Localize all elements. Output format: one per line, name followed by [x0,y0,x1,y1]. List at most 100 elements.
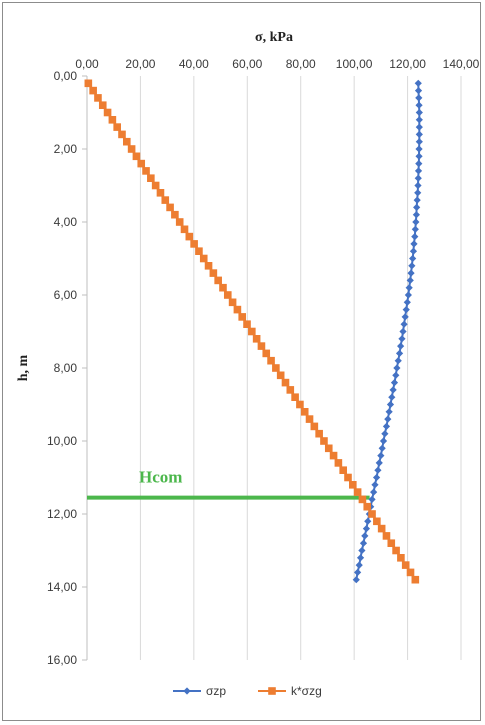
series-point-square [377,524,386,533]
legend-layer: σzp k*σzg [173,684,322,698]
series-point-square [147,174,155,182]
series-point-diamond [397,342,405,350]
series-point-square [118,130,126,139]
series-point-square [291,393,299,401]
x-tick-label: 0,00 [75,57,99,71]
series-point-square [156,189,165,197]
series-point-square [113,123,121,131]
series-point-diamond [414,181,422,190]
series-point-diamond [408,262,416,270]
series-point-diamond [371,481,379,489]
x-tick-label: 20,00 [125,57,155,71]
series-point-diamond [411,233,419,241]
series-point-square [127,145,136,153]
series-point-square [363,502,372,511]
series-point-square [175,218,184,226]
series-point-diamond [415,138,423,146]
series-point-square [142,167,150,175]
series-point-square [286,386,295,394]
series-point-diamond [395,349,404,357]
series-point-square [108,116,117,124]
series-point-diamond [413,196,421,204]
series-point-diamond [385,408,393,416]
series-point-square [349,481,357,489]
series-point-diamond [400,320,408,328]
series-point-square [98,101,107,109]
series-point-diamond [358,546,366,555]
series-point-square [257,342,266,350]
legend-label-1: k*σzg [291,684,322,698]
series-point-diamond [352,576,360,584]
x-tick-label: 60,00 [232,57,262,71]
series-point-square [123,137,131,146]
series-point-diamond [398,335,406,343]
y-tick-label: 6,00 [54,288,78,302]
series-point-diamond [389,386,397,394]
series-point-square [329,451,338,460]
series-point-square [397,554,405,562]
series-point-diamond [354,568,362,576]
series-point-square [320,437,328,445]
annotation-layer: Hcom [87,468,370,500]
series-point-square [223,291,232,299]
x-tick-label: 80,00 [286,57,316,71]
series-point-square [132,152,141,161]
series-point-diamond [384,415,392,423]
series-point-square [209,269,218,277]
series-point-square [171,210,179,219]
series-point-square [89,86,97,95]
y-tick-label: 2,00 [54,142,78,156]
series-point-diamond [414,87,423,95]
series-point-square [243,320,251,328]
series-point-square [262,349,271,358]
series-point-diamond [415,123,423,131]
series-point-diamond [382,422,391,430]
series-point-diamond [377,452,385,460]
series-point-square [334,459,343,467]
series-point-diamond [370,488,378,496]
series-point-diamond [415,145,423,153]
series-point-diamond [415,160,423,168]
series-point-square [353,488,362,496]
series-point-diamond [415,152,423,160]
series-point-diamond [414,174,422,182]
series-point-diamond [403,298,411,306]
series-point-diamond [392,371,400,379]
x-axis-title: σ, kPa [255,30,293,45]
series-point-square [190,240,198,248]
series-point-square [358,495,367,504]
series-point-square [305,415,314,423]
series-point-square [267,356,275,365]
grid-layer [139,76,462,660]
series-point-diamond [414,79,422,87]
series-point-square [387,539,396,547]
series-point-diamond [406,276,414,284]
series-point-diamond [361,532,369,540]
series-point-diamond [359,539,368,547]
series-point-diamond [407,269,415,277]
x-tick-label: 120,00 [389,57,426,71]
series-point-square [315,429,323,438]
series-point-diamond [399,327,407,336]
series-point-diamond [414,167,423,175]
series-point-diamond [374,466,382,474]
series-point-diamond [402,306,410,314]
y-tick-label: 8,00 [54,361,78,375]
series-point-square [94,94,102,102]
series-point-diamond [415,130,423,138]
y-tick-label: 12,00 [47,507,77,521]
series-point-square [310,422,319,431]
series-point-diamond [381,430,389,438]
series-point-square [300,408,309,416]
series-point-square [272,364,280,372]
series-point-square [276,371,285,380]
series-point-diamond [414,189,422,197]
series-point-diamond [362,525,371,533]
series-point-diamond [412,218,420,226]
series-point-square [204,262,213,270]
legend-marker-square [268,687,276,695]
series-point-diamond [368,495,376,503]
series-point-square [344,473,352,482]
series-point-square [392,546,400,555]
series-point-diamond [415,101,423,109]
